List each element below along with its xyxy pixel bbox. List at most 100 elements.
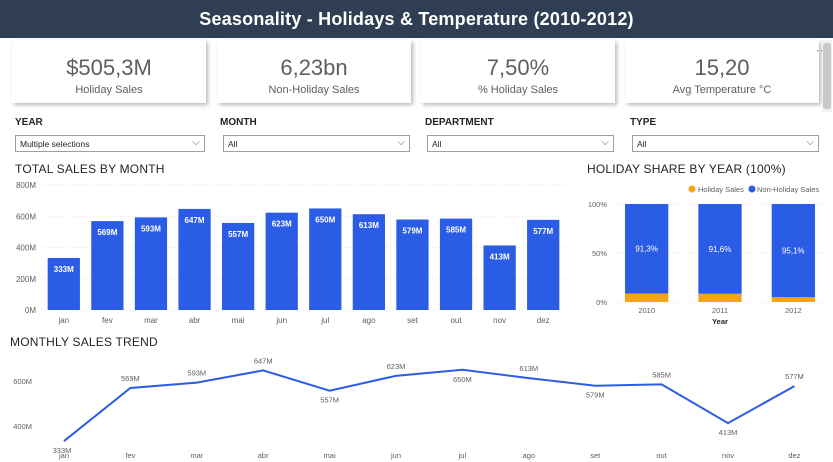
x-tick-label: jun	[275, 316, 287, 325]
bar-data-label: 593M	[141, 224, 161, 233]
bar-data-label: 613M	[359, 221, 379, 230]
x-tick-label: mai	[324, 451, 336, 460]
bar-data-label: 557M	[228, 230, 248, 239]
report-header: Seasonality - Holidays & Temperature (20…	[0, 0, 833, 38]
bar	[439, 218, 473, 310]
slicer-dropdown-department[interactable]: All ⌵	[427, 135, 614, 152]
kpi-card-avg-temperature[interactable]: 15,20 Avg Temperature °C	[625, 40, 819, 103]
bar	[265, 212, 298, 310]
bar-data-label: 413M	[490, 252, 510, 261]
bar	[309, 208, 342, 310]
x-tick-label: jul	[320, 316, 329, 325]
x-tick-label: dez	[537, 316, 550, 325]
x-tick-label: fev	[125, 451, 135, 460]
line-data-label: 585M	[652, 370, 671, 379]
chart-title-monthly-trend: MONTHLY SALES TREND	[10, 335, 158, 349]
bar	[47, 257, 80, 310]
chevron-down-icon: ⌵	[192, 137, 200, 148]
kpi-label: Non-Holiday Sales	[268, 84, 360, 96]
kpi-value: 15,20	[694, 55, 750, 80]
kpi-card-non-holiday-sales[interactable]: 6,23bn Non-Holiday Sales	[217, 40, 411, 103]
y-tick-label: 600M	[13, 377, 32, 386]
y-tick-label: 100%	[588, 200, 608, 209]
x-tick-label: ago	[523, 451, 536, 460]
trend-line	[63, 368, 795, 442]
x-tick-label: fev	[102, 316, 113, 325]
kpi-value: 6,23bn	[280, 55, 348, 80]
slicer-dropdown-year[interactable]: Multiple selections ⌵	[15, 135, 205, 152]
y-tick-label: 50%	[592, 249, 607, 258]
bar-data-label: 569M	[97, 228, 117, 237]
chart-title-sales-by-month: TOTAL SALES BY MONTH	[15, 162, 165, 176]
chevron-down-icon: ⌵	[601, 137, 609, 148]
kpi-label: Holiday Sales	[75, 84, 143, 96]
slicer-value: Multiple selections	[20, 139, 90, 149]
sales-by-month-bar-chart[interactable]: 0M 200M 400M 600M 800M 333M jan 569M fev 593M mar 6…	[0, 176, 575, 328]
x-tick-label: jun	[390, 451, 401, 460]
bar-data-label: 647M	[185, 216, 205, 225]
y-tick-label: 200M	[16, 275, 36, 284]
stack-segment-holiday	[698, 293, 742, 302]
scrollbar-thumb[interactable]	[823, 43, 831, 109]
x-tick-label: jul	[458, 451, 467, 460]
x-tick-label: set	[407, 316, 418, 325]
stack-data-label: 95,1%	[782, 247, 805, 256]
legend-label: Non-Holiday Sales	[757, 185, 819, 194]
slicer-title-department: DEPARTMENT	[425, 117, 494, 128]
line-data-label: 650M	[453, 375, 472, 384]
bar	[352, 214, 386, 310]
x-tick-label: nov	[493, 316, 506, 325]
line-data-label: 557M	[320, 396, 339, 405]
line-data-label: 579M	[586, 391, 605, 400]
slicer-value: All	[228, 139, 238, 149]
slicer-title-year: YEAR	[15, 117, 43, 128]
bar	[91, 221, 124, 310]
more-options-icon[interactable]: ⋯	[816, 44, 828, 57]
x-tick-label: out	[450, 316, 462, 325]
y-tick-label: 400M	[13, 422, 32, 431]
slicer-title-month: MONTH	[220, 117, 257, 128]
kpi-card-holiday-pct[interactable]: 7,50% % Holiday Sales	[421, 40, 615, 103]
line-data-label: 413M	[719, 428, 738, 437]
y-tick-label: 600M	[16, 212, 36, 221]
slicer-dropdown-type[interactable]: All ⌵	[632, 135, 819, 152]
x-tick-label: jan	[57, 316, 69, 325]
line-data-label: 333M	[53, 446, 72, 455]
bar	[221, 222, 255, 310]
x-tick-label: mar	[190, 451, 203, 460]
x-tick-label: 2010	[638, 306, 655, 315]
line-data-label: 577M	[785, 372, 804, 381]
bar	[527, 219, 560, 310]
holiday-share-stacked-chart[interactable]: Holiday Sales Non-Holiday Sales 0% 50% 100% 9…	[580, 176, 833, 330]
kpi-label: Avg Temperature °C	[672, 84, 772, 96]
slicer-dropdown-month[interactable]: All ⌵	[223, 135, 410, 152]
stack-segment-holiday	[771, 297, 815, 302]
kpi-card-holiday-sales[interactable]: $505,3M Holiday Sales	[12, 40, 206, 103]
stack-data-label: 91,3%	[635, 245, 658, 254]
x-tick-label: mar	[144, 316, 158, 325]
legend-label: Holiday Sales	[698, 185, 744, 194]
chevron-down-icon: ⌵	[397, 137, 405, 148]
x-tick-label: 2012	[785, 306, 802, 315]
line-data-label: 647M	[254, 356, 273, 365]
bar-data-label: 333M	[54, 265, 74, 274]
x-tick-label: abr	[189, 316, 201, 325]
slicer-value: All	[432, 139, 442, 149]
y-tick-label: 0%	[596, 298, 607, 307]
x-axis-title: Year	[712, 317, 728, 326]
stack-segment-non-holiday	[625, 204, 669, 294]
x-tick-label: out	[656, 451, 667, 460]
bar-data-label: 577M	[533, 227, 553, 236]
line-data-label: 593M	[187, 369, 206, 378]
stack-segment-non-holiday	[698, 204, 742, 294]
legend-marker	[688, 185, 696, 193]
bar-data-label: 623M	[272, 220, 292, 229]
bar-data-label: 650M	[315, 215, 335, 224]
stack-segment-non-holiday	[771, 204, 815, 298]
x-tick-label: jan	[58, 451, 69, 460]
bar-data-label: 579M	[402, 227, 422, 236]
bar	[483, 245, 516, 310]
line-data-label: 623M	[387, 362, 406, 371]
x-tick-label: nov	[722, 451, 734, 460]
